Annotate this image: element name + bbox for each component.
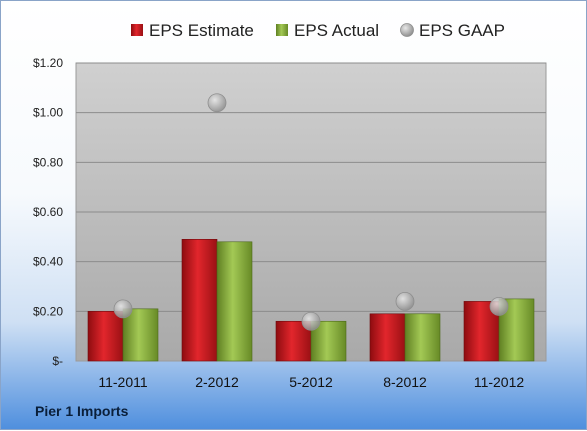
bar-eps-estimate (369, 313, 406, 362)
y-tick-label: $1.20 (33, 56, 63, 70)
point-eps-gaap (113, 299, 133, 319)
bar-eps-estimate (87, 311, 124, 362)
bar-eps-actual (216, 241, 253, 362)
company-name: Pier 1 Imports (35, 403, 129, 419)
y-tick-label: $0.40 (33, 255, 63, 269)
bar-eps-actual (122, 308, 159, 362)
y-tick-label: $0.80 (33, 155, 63, 169)
point-eps-gaap (395, 291, 415, 311)
legend-marker (400, 23, 414, 37)
legend-label: EPS Estimate (149, 21, 254, 40)
bar-eps-estimate (181, 239, 218, 362)
x-tick-label: 2-2012 (195, 374, 239, 390)
legend-marker (131, 24, 143, 36)
x-tick-label: 11-2012 (474, 374, 525, 390)
point-eps-gaap (301, 311, 321, 331)
legend-item-eps-estimate: EPS Estimate (131, 21, 254, 40)
y-tick-label: $0.20 (33, 304, 63, 318)
x-tick-label: 5-2012 (289, 374, 333, 390)
legend-item-eps-gaap: EPS GAAP (400, 21, 505, 40)
y-tick-label: $0.60 (33, 205, 63, 219)
legend-marker (276, 24, 288, 36)
legend-label: EPS GAAP (419, 21, 505, 40)
x-tick-label: 11-2011 (98, 374, 148, 390)
x-tick-label: 8-2012 (383, 374, 427, 390)
y-tick-label: $- (52, 354, 63, 368)
y-tick-label: $1.00 (33, 106, 63, 120)
bar-eps-actual (404, 313, 441, 362)
point-eps-gaap (207, 93, 227, 113)
legend-label: EPS Actual (294, 21, 379, 40)
legend-item-eps-actual: EPS Actual (276, 21, 379, 40)
point-eps-gaap (489, 296, 509, 316)
